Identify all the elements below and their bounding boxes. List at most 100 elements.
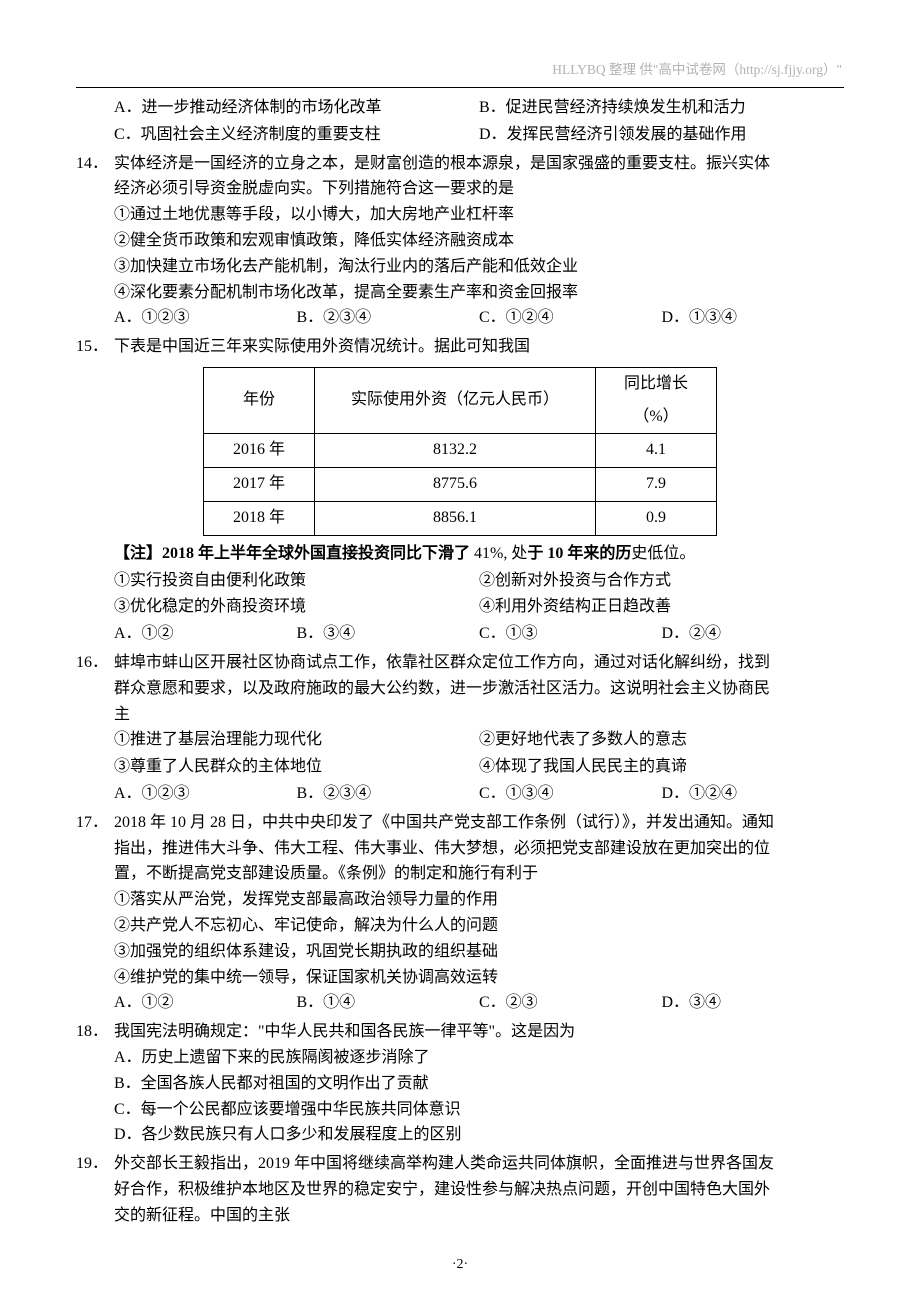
q16-stem-line3: 主 (114, 703, 844, 728)
q18-option-c: C．每一个公民都应该要增强中华民族共同体意识 (114, 1098, 844, 1123)
q14-stem-line2: 经济必须引导资金脱虚向实。下列措施符合这一要求的是 (114, 177, 844, 202)
q15-option-a: A．①② (114, 622, 297, 647)
q16-statement-2: ②更好地代表了多数人的意志 (479, 728, 844, 753)
q15-note-p1: 41%, 处 (470, 545, 527, 562)
question-18: 18． 我国宪法明确规定："中华人民共和国各民族一律平等"。这是因为 (76, 1020, 844, 1046)
q17-option-c: C．②③ (479, 991, 662, 1016)
header-divider (76, 87, 844, 88)
question-15: 15． 下表是中国近三年来实际使用外资情况统计。据此可知我国 (76, 335, 844, 361)
q17-stem-line1: 2018 年 10 月 28 日，中共中央印发了《中国共产党支部工作条例（试行）… (114, 811, 844, 836)
question-17: 17． 2018 年 10 月 28 日，中共中央印发了《中国共产党支部工作条例… (76, 811, 844, 888)
q17-number: 17． (76, 811, 114, 888)
q17-option-b: B．①④ (297, 991, 480, 1016)
q16-statement-4: ④体现了我国人民民主的真谛 (479, 755, 844, 780)
q14-options: A．①②③ B．②③④ C．①②④ D．①③④ (114, 306, 844, 331)
q14-stem-line1: 实体经济是一国经济的立身之本，是财富创造的根本源泉，是国家强盛的重要支柱。振兴实… (114, 152, 844, 177)
q18-number: 18． (76, 1020, 114, 1046)
q18-option-a: A．历史上遗留下来的民族隔阂被逐步消除了 (114, 1046, 844, 1071)
q14-option-a: A．①②③ (114, 306, 297, 331)
cell-year-1: 2016 年 (204, 434, 315, 468)
table-row: 2016 年 8132.2 4.1 (204, 434, 717, 468)
q16-statements-row1: ①推进了基层治理能力现代化 ②更好地代表了多数人的意志 (114, 728, 844, 753)
q15-statement-2: ②创新对外投资与合作方式 (479, 569, 844, 594)
q16-number: 16． (76, 651, 114, 728)
cell-val-1: 8132.2 (315, 434, 596, 468)
q18-stem: 我国宪法明确规定："中华人民共和国各民族一律平等"。这是因为 (114, 1020, 844, 1045)
q17-statement-2: ②共产党人不忘初心、牢记使命，解决为什么人的问题 (114, 914, 844, 939)
q13-option-d: D．发挥民营经济引领发展的基础作用 (479, 123, 844, 148)
th-value: 实际使用外资（亿元人民币） (315, 367, 596, 434)
q19-stem-line2: 好合作，积极维护本地区及世界的稳定安宁，建设性参与解决热点问题，开创中国特色大国… (114, 1178, 844, 1203)
th-year: 年份 (204, 367, 315, 434)
cell-grow-1: 4.1 (596, 434, 717, 468)
q15-options: A．①② B．③④ C．①③ D．②④ (114, 622, 844, 647)
th-growth-b: （%） (596, 401, 717, 434)
q15-note-b2: 于 10 年来的历 (527, 545, 631, 562)
q17-stem-line3: 置，不断提高党支部建设质量。《条例》的制定和施行有利于 (114, 862, 844, 887)
th-growth-a: 同比增长 (596, 367, 717, 400)
q17-statement-3: ③加强党的组织体系建设，巩固党长期执政的组织基础 (114, 940, 844, 965)
q16-stem-line2: 群众意愿和要求，以及政府施政的最大公约数，进一步激活社区活力。这说明社会主义协商… (114, 677, 844, 702)
table-row: 2018 年 8856.1 0.9 (204, 502, 717, 536)
q15-statements-row2: ③优化稳定的外商投资环境 ④利用外资结构正日趋改善 (114, 595, 844, 620)
q19-number: 19． (76, 1152, 114, 1229)
question-19: 19． 外交部长王毅指出，2019 年中国将继续高举构建人类命运共同体旗帜，全面… (76, 1152, 844, 1229)
q16-option-d: D．①②④ (662, 782, 845, 807)
q16-option-a: A．①②③ (114, 782, 297, 807)
q15-option-d: D．②④ (662, 622, 845, 647)
q15-stem: 下表是中国近三年来实际使用外资情况统计。据此可知我国 (114, 335, 844, 360)
q16-statement-3: ③尊重了人民群众的主体地位 (114, 755, 479, 780)
q15-statements-row1: ①实行投资自由便利化政策 ②创新对外投资与合作方式 (114, 569, 844, 594)
q16-option-b: B．②③④ (297, 782, 480, 807)
q19-stem-line1: 外交部长王毅指出，2019 年中国将继续高举构建人类命运共同体旗帜，全面推进与世… (114, 1152, 844, 1177)
question-16: 16． 蚌埠市蚌山区开展社区协商试点工作，依靠社区群众定位工作方向，通过对话化解… (76, 651, 844, 728)
q16-statements-row2: ③尊重了人民群众的主体地位 ④体现了我国人民民主的真谛 (114, 755, 844, 780)
q17-statement-1: ①落实从严治党，发挥党支部最高政治领导力量的作用 (114, 888, 844, 913)
question-14: 14． 实体经济是一国经济的立身之本，是财富创造的根本源泉，是国家强盛的重要支柱… (76, 152, 844, 204)
q14-statement-4: ④深化要素分配机制市场化改革，提高全要素生产率和资金回报率 (114, 281, 844, 306)
q13-options-row2: C．巩固社会主义经济制度的重要支柱 D．发挥民营经济引领发展的基础作用 (114, 123, 844, 148)
q17-option-a: A．①② (114, 991, 297, 1016)
page-header: HLLYBQ 整理 供"高中试卷网（http://sj.fjjy.org）" (76, 60, 844, 81)
q16-options: A．①②③ B．②③④ C．①③④ D．①②④ (114, 782, 844, 807)
q15-statement-4: ④利用外资结构正日趋改善 (479, 595, 844, 620)
q15-note-p2: 史低位。 (631, 545, 695, 562)
cell-grow-2: 7.9 (596, 468, 717, 502)
q16-stem-line1: 蚌埠市蚌山区开展社区协商试点工作，依靠社区群众定位工作方向，通过对话化解纠纷，找… (114, 651, 844, 676)
cell-grow-3: 0.9 (596, 502, 717, 536)
table-row: 2017 年 8775.6 7.9 (204, 468, 717, 502)
q15-statement-3: ③优化稳定的外商投资环境 (114, 595, 479, 620)
q13-options-row1: A．进一步推动经济体制的市场化改革 B．促进民营经济持续焕发生机和活力 (114, 96, 844, 121)
q14-statement-1: ①通过土地优惠等手段，以小博大，加大房地产业杠杆率 (114, 203, 844, 228)
q18-option-b: B．全国各族人民都对祖国的文明作出了贡献 (114, 1072, 844, 1097)
q14-option-b: B．②③④ (297, 306, 480, 331)
q14-number: 14． (76, 152, 114, 204)
q19-stem-line3: 交的新征程。中国的主张 (114, 1204, 844, 1229)
q17-options: A．①② B．①④ C．②③ D．③④ (114, 991, 844, 1016)
q16-option-c: C．①③④ (479, 782, 662, 807)
q17-statement-4: ④维护党的集中统一领导，保证国家机关协调高效运转 (114, 966, 844, 991)
q15-option-c: C．①③ (479, 622, 662, 647)
q14-statement-2: ②健全货币政策和宏观审慎政策，降低实体经济融资成本 (114, 229, 844, 254)
q17-stem-line2: 指出，推进伟大斗争、伟大工程、伟大事业、伟大梦想，必须把党支部建设放在更加突出的… (114, 837, 844, 862)
q15-statement-1: ①实行投资自由便利化政策 (114, 569, 479, 594)
q14-statement-3: ③加快建立市场化去产能机制，淘汰行业内的落后产能和低效企业 (114, 255, 844, 280)
page-number: ·2· (76, 1254, 844, 1276)
q15-table: 年份 实际使用外资（亿元人民币） 同比增长 （%） 2016 年 8132.2 … (203, 367, 717, 536)
cell-val-3: 8856.1 (315, 502, 596, 536)
cell-val-2: 8775.6 (315, 468, 596, 502)
q15-number: 15． (76, 335, 114, 361)
q16-statement-1: ①推进了基层治理能力现代化 (114, 728, 479, 753)
q15-note-b1: 【注】2018 年上半年全球外国直接投资同比下滑了 (114, 545, 470, 562)
q14-option-c: C．①②④ (479, 306, 662, 331)
cell-year-3: 2018 年 (204, 502, 315, 536)
q13-option-b: B．促进民营经济持续焕发生机和活力 (479, 96, 844, 121)
q14-option-d: D．①③④ (662, 306, 845, 331)
q15-option-b: B．③④ (297, 622, 480, 647)
cell-year-2: 2017 年 (204, 468, 315, 502)
q13-option-a: A．进一步推动经济体制的市场化改革 (114, 96, 479, 121)
q17-option-d: D．③④ (662, 991, 845, 1016)
table-header-row: 年份 实际使用外资（亿元人民币） 同比增长 (204, 367, 717, 400)
page: HLLYBQ 整理 供"高中试卷网（http://sj.fjjy.org）" A… (0, 0, 920, 1315)
q18-option-d: D．各少数民族只有人口多少和发展程度上的区别 (114, 1123, 844, 1148)
